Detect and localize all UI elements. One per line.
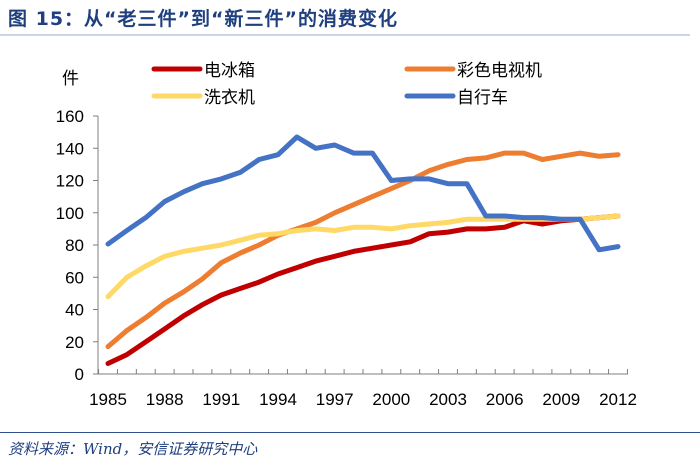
legend-label: 电冰箱 — [204, 61, 255, 81]
legend-label: 彩色电视机 — [457, 61, 542, 81]
series-line-2 — [105, 213, 621, 300]
x-tick-label: 2006 — [486, 390, 524, 409]
title-divider — [0, 34, 690, 36]
y-tick-label: 160 — [56, 107, 84, 126]
legend-label: 自行车 — [457, 88, 508, 108]
y-tick-label: 0 — [75, 365, 84, 384]
x-tick-label: 2003 — [429, 390, 467, 409]
y-tick-label: 140 — [56, 139, 84, 158]
x-tick-label: 1994 — [259, 390, 297, 409]
x-tick-label: 1985 — [89, 390, 127, 409]
y-tick-label: 20 — [65, 333, 84, 352]
source-note: 资料来源：Wind，安信证券研究中心 — [8, 440, 258, 458]
y-axis-label: 件 — [62, 69, 79, 88]
series-line-3 — [105, 134, 621, 253]
y-tick-label: 60 — [65, 268, 84, 287]
x-tick-label: 2009 — [542, 390, 580, 409]
x-tick-label: 1988 — [146, 390, 184, 409]
y-tick-label: 100 — [56, 204, 84, 223]
x-tick-label: 1997 — [316, 390, 354, 409]
y-tick-label: 80 — [65, 236, 84, 255]
footer-divider — [0, 432, 700, 433]
series-group — [105, 134, 621, 366]
y-tick-label: 120 — [56, 172, 84, 191]
figure-title: 图 15：从“老三件”到“新三件”的消费变化 — [8, 8, 399, 30]
series-line-0 — [105, 213, 621, 366]
x-tick-label: 1991 — [202, 390, 240, 409]
series-line-1 — [105, 150, 621, 350]
y-tick-label: 40 — [65, 301, 84, 320]
axes: 0 20 40 60 80 100 120 140 160 1985 1988 1991 1994 199… — [56, 107, 637, 409]
x-tick-label: 2012 — [599, 390, 637, 409]
x-tick-label: 2000 — [372, 390, 410, 409]
legend-label: 洗衣机 — [204, 88, 255, 108]
